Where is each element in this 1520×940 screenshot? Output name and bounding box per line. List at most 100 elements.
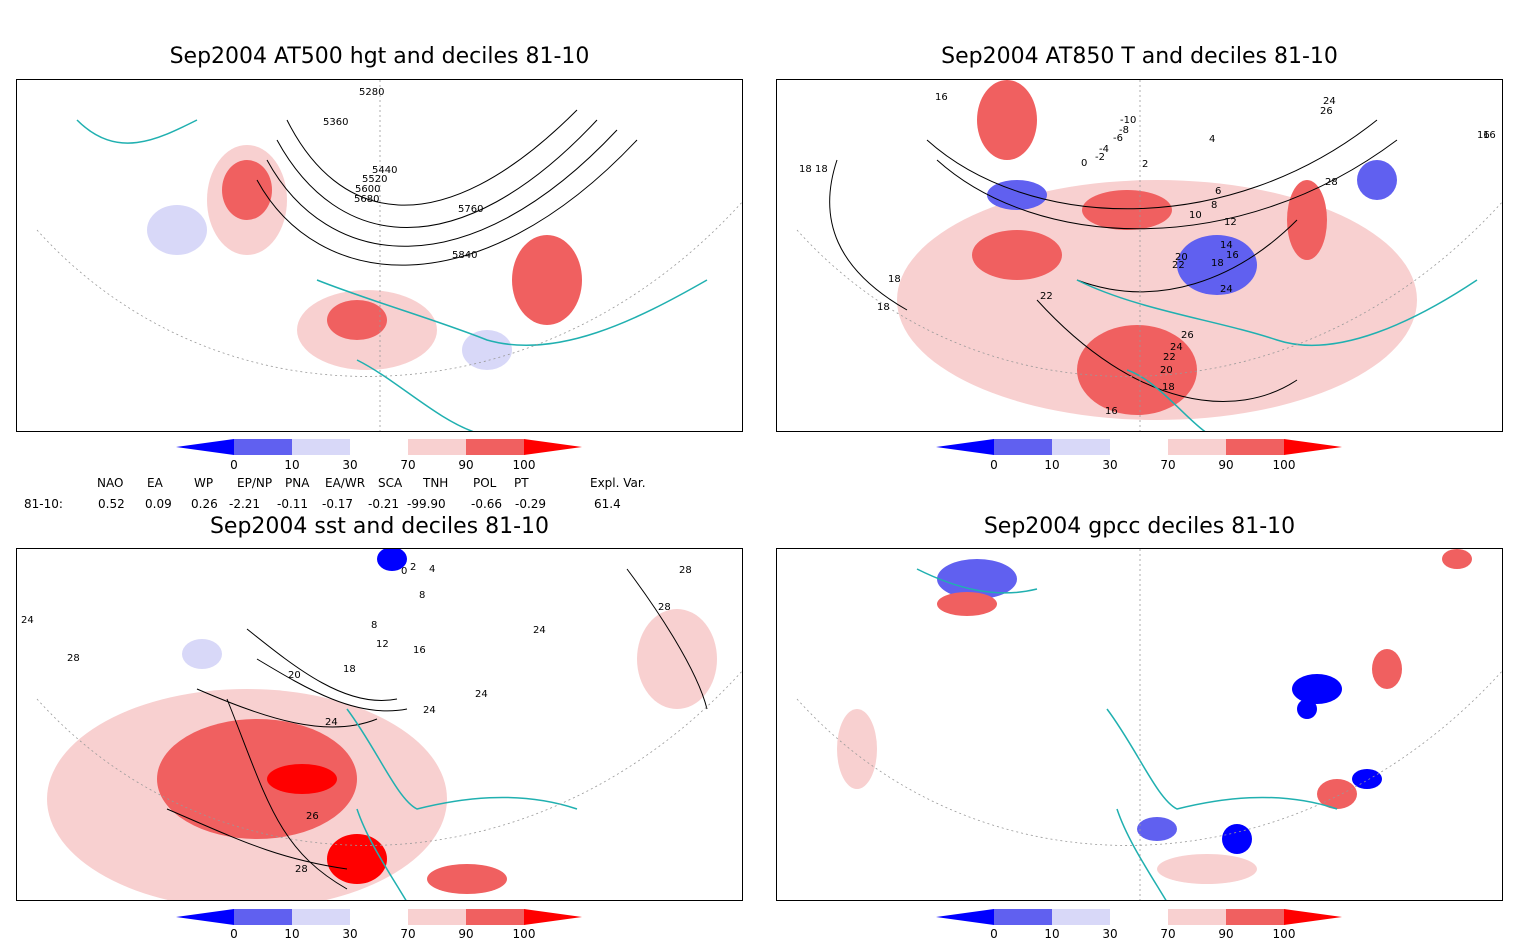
contour-label: 18	[1211, 258, 1224, 269]
anomaly-red	[637, 609, 717, 709]
cbar-tick: 100	[513, 927, 536, 940]
anomaly-red	[1287, 180, 1327, 260]
contour-label: 2	[1142, 159, 1148, 170]
contour-label: 28	[67, 653, 80, 664]
cbar-tick: 30	[1102, 458, 1117, 472]
colorbar-segments	[176, 439, 582, 455]
contour-label: 20	[1175, 252, 1188, 263]
anomaly-red	[1442, 549, 1472, 569]
contour-label: 24	[325, 717, 338, 728]
contour-label: 12	[1224, 217, 1237, 228]
anomaly-blue	[1177, 235, 1257, 295]
cbar-tick: 30	[1102, 927, 1117, 940]
contour-label: 5680	[354, 194, 379, 205]
anomaly-red	[972, 230, 1062, 280]
colorbar-bottom-right: 0 10 30 70 90 100	[936, 909, 1342, 940]
contour-label: 28	[295, 864, 308, 875]
contour-label: -10	[1120, 115, 1136, 126]
cbar-tick: 0	[990, 458, 998, 472]
map-sst: 24 28 0 2 4 8 8 12 16 18 20 24 24 24 26 …	[16, 548, 743, 901]
index-header: PT	[514, 476, 529, 490]
colorbar-top-right: 0 10 30 70 90 100	[936, 439, 1342, 472]
contour-label: 24	[533, 625, 546, 636]
panel-title-sst: Sep2004 sst and deciles 81-10	[209, 514, 550, 539]
anomaly-red	[937, 592, 997, 616]
index-header: EP/NP	[237, 476, 273, 490]
anomaly-blue	[182, 639, 222, 669]
cbar-seg-5	[466, 439, 524, 455]
contour-label: 26	[306, 811, 319, 822]
anomaly-blue	[462, 330, 512, 370]
cbar-tick: 10	[284, 927, 299, 940]
contour-label: 28	[1325, 177, 1338, 188]
anomaly-blue	[377, 549, 407, 571]
contour-label: 0	[1081, 158, 1087, 169]
contour-label: 28	[679, 565, 692, 576]
cbar-tick: 30	[342, 927, 357, 940]
index-value: -0.66	[471, 497, 503, 511]
cbar-seg-0	[176, 439, 234, 455]
cbar-tick: 10	[1044, 458, 1059, 472]
cbar-tick: 70	[1160, 927, 1175, 940]
cbar-tick: 70	[400, 458, 415, 472]
contour-label: 18	[1162, 382, 1175, 393]
contour-label: 26	[1181, 330, 1194, 341]
anomaly-red	[157, 719, 357, 839]
index-header: PNA	[285, 476, 310, 490]
contour-label: -8	[1119, 125, 1129, 136]
contour-label: -2	[1095, 152, 1105, 163]
contour-label: 16	[1226, 250, 1239, 261]
map-gpcc	[776, 548, 1503, 901]
contour-label: 18	[799, 164, 812, 175]
cbar-seg-6	[524, 439, 582, 455]
contour-label: 5440	[372, 165, 397, 176]
contour-label: 8	[371, 620, 377, 631]
map-t850-svg: 18 16 16 -10 -8 -6 -4 -2 0 2 4 6 8 10 12…	[777, 80, 1502, 431]
contour-label: 24	[423, 705, 436, 716]
anomaly-blue	[1137, 817, 1177, 841]
contour-label: 6	[1215, 186, 1221, 197]
index-value: -0.17	[322, 497, 354, 511]
contour-label: 5600	[355, 184, 380, 195]
contour-label: 24	[21, 615, 34, 626]
anomaly-red	[1077, 325, 1197, 415]
index-header: SCA	[378, 476, 403, 490]
contour-label: 20	[1160, 365, 1173, 376]
contour-label: 8	[1211, 200, 1217, 211]
anomaly-blue	[1352, 769, 1382, 789]
index-header: EA/WR	[325, 476, 366, 490]
contour-label: 4	[429, 564, 435, 575]
anomaly-red	[837, 709, 877, 789]
index-header: POL	[473, 476, 497, 490]
panel-title-t850: Sep2004 AT850 T and deciles 81-10	[941, 44, 1338, 69]
contour-label: 28	[658, 602, 671, 613]
contour-label: 24	[1323, 96, 1336, 107]
anomaly-red	[1372, 649, 1402, 689]
contour-label: 5840	[452, 250, 477, 261]
cbar-tick: 90	[458, 927, 473, 940]
panel-title-hgt500: Sep2004 AT500 hgt and deciles 81-10	[169, 44, 590, 69]
index-value: 0.52	[98, 497, 125, 511]
contour-label: 0	[401, 566, 407, 577]
contour-label: 8	[419, 590, 425, 601]
map-t850: 18 16 16 -10 -8 -6 -4 -2 0 2 4 6 8 10 12…	[776, 79, 1503, 432]
map-sst-svg: 24 28 0 2 4 8 8 12 16 18 20 24 24 24 26 …	[21, 549, 742, 900]
cbar-tick: 70	[1160, 458, 1175, 472]
index-value: 61.4	[594, 497, 621, 511]
index-row-label: 81-10:	[24, 497, 63, 511]
cbar-tick: 30	[342, 458, 357, 472]
contour-label: 12	[376, 639, 389, 650]
colorbar-top-left: 0 10 30 70 90 100	[176, 439, 582, 472]
contour-label: -6	[1113, 133, 1123, 144]
cbar-seg-1	[234, 439, 292, 455]
colorbar-bottom-left: 0 10 30 70 90 100	[176, 909, 582, 940]
anomaly-red	[512, 235, 582, 325]
cbar-tick: 100	[513, 458, 536, 472]
anomaly-blue	[1357, 160, 1397, 200]
index-header: EA	[147, 476, 163, 490]
map-hgt500: 5280 5360 5440 5520 5600 5680 5760 5840	[16, 79, 743, 432]
cbar-tick: 0	[230, 927, 238, 940]
contour-label: 16	[1483, 130, 1496, 141]
cbar-seg-3	[350, 439, 408, 455]
cbar-tick: 10	[1044, 927, 1059, 940]
